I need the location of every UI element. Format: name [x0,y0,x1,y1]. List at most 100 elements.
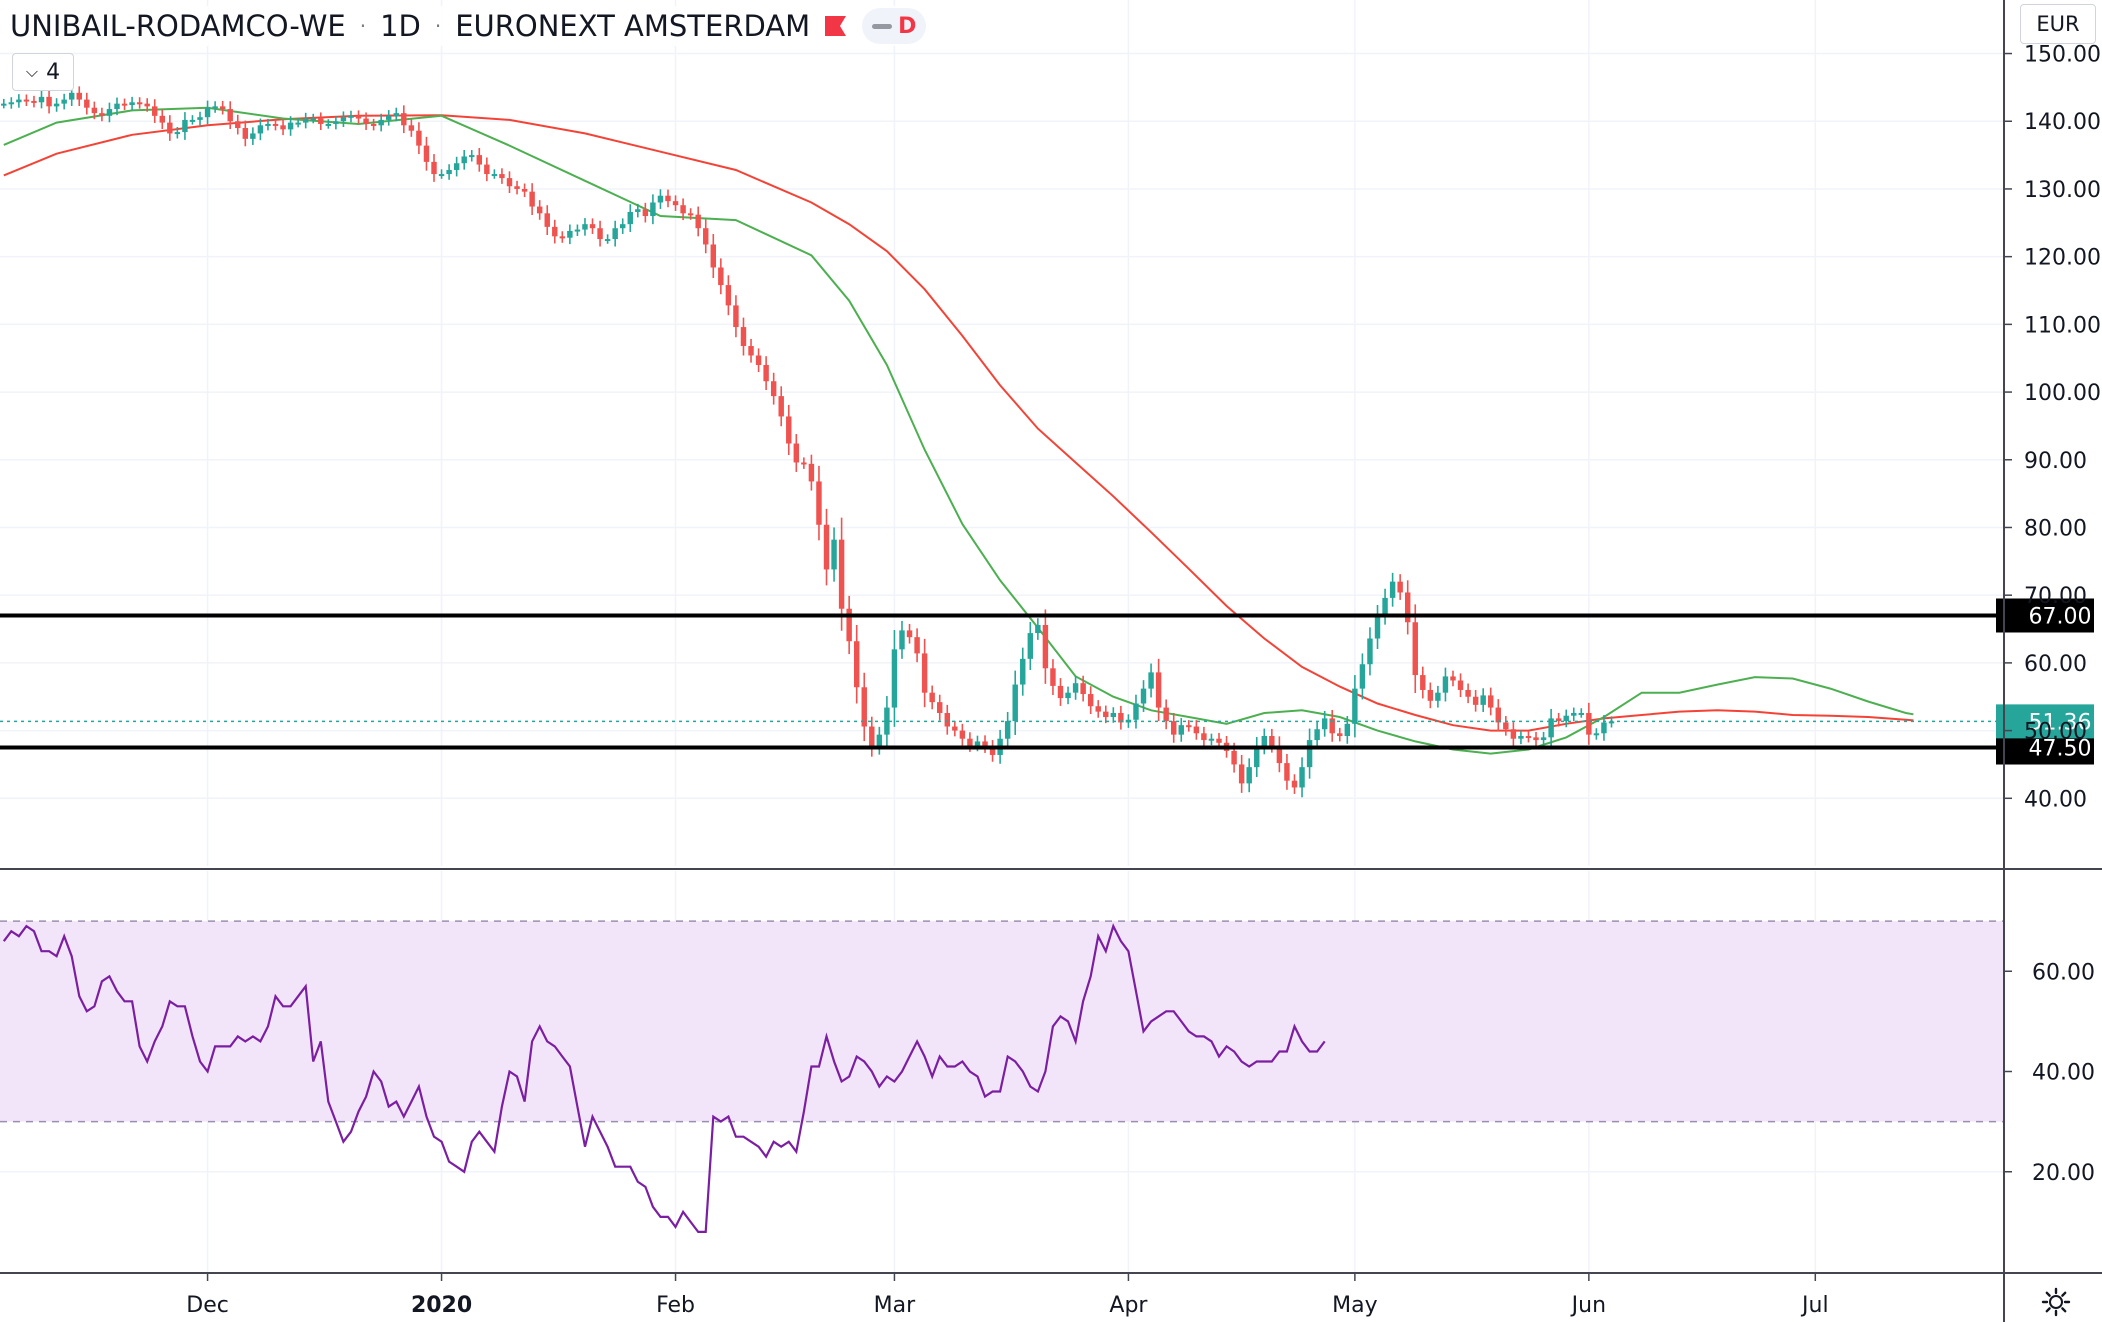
candle [287,116,294,136]
candle [484,157,490,182]
symbol-name[interactable]: UNIBAIL-RODAMCO-WE [10,9,346,43]
candle-body [1261,736,1268,747]
candle [1548,708,1554,747]
candle-body [1201,733,1207,741]
candle [204,100,211,125]
candle [884,696,890,747]
y-tick-label: 60.00 [2024,652,2087,677]
candle-body [1472,696,1479,705]
candle [680,198,686,221]
exchange-label: EURONEXT AMSTERDAM [455,9,811,43]
candle [378,113,384,132]
candle-body [921,653,928,693]
candle [1593,728,1600,740]
candle-body [378,119,384,126]
candle [1171,712,1177,743]
candle-body [1533,737,1539,741]
candle [952,720,958,737]
candle [1457,673,1464,698]
separator-dot: · [434,14,442,38]
candle [1389,572,1396,607]
candle [1586,702,1592,745]
candle [1352,675,1358,738]
currency-button[interactable]: EUR [2020,4,2096,44]
flag-icon[interactable] [824,15,848,37]
candle-body [257,125,264,134]
candle-body [725,285,732,306]
last-price-tag [1996,704,2094,739]
candle [250,127,256,145]
candle-body [1518,736,1524,739]
candle [1133,694,1139,729]
candle [91,101,98,120]
candle-body [1571,712,1577,716]
candle [1337,727,1343,742]
candle-body [582,224,588,230]
interval-label[interactable]: 1D [380,9,421,43]
candle [1042,609,1049,684]
candle-body [846,608,852,642]
candle-body [152,106,158,116]
candle-body [348,115,354,118]
candle [1238,754,1245,793]
candle-body [786,416,792,444]
candle [1186,720,1192,732]
candle-body [559,236,566,239]
candle [227,101,233,130]
candle-body [129,102,135,105]
candle-body [1397,581,1403,593]
candle [446,164,452,180]
collapse-indicators-button[interactable]: ⌵ 4 [12,53,74,91]
candle [1261,728,1268,755]
candle [687,208,694,220]
candle-body [1276,745,1283,764]
candle [1201,726,1207,747]
candle-body [1148,672,1154,689]
candle-body [891,649,898,708]
candle [121,98,128,111]
candle-body [1540,737,1547,741]
candle [333,115,339,130]
candle-body [1374,615,1381,639]
candle-body [937,702,943,713]
candle-body [1027,633,1034,659]
candle [635,203,641,218]
candle [1148,663,1154,698]
candle [31,95,37,108]
candle [861,672,867,742]
candle-body [393,113,399,116]
candle [197,111,203,126]
candle [733,295,739,338]
candle [295,117,301,128]
candle-body [1495,707,1501,723]
candle-body [1427,689,1434,701]
candle [1004,711,1011,748]
candle-body [619,224,626,229]
indicator-badge[interactable]: D [862,8,927,44]
x-tick-label: Jul [1800,1293,1829,1318]
candle [1465,683,1471,704]
candle [159,109,165,130]
candle [650,194,656,225]
gear-icon[interactable] [2041,1287,2071,1317]
candle [695,206,701,237]
candle [1299,757,1305,798]
candle [1110,707,1117,723]
candle [703,219,709,254]
candle-body [333,121,339,124]
candle-body [76,92,82,100]
candle-body [438,174,445,177]
candle [1435,685,1441,708]
candle-body [1601,722,1607,734]
candle-body [167,122,173,134]
rsi-y-tick-label: 20.00 [2032,1161,2095,1186]
candle [506,171,513,194]
candle-body [703,228,709,245]
candle-body [423,145,430,162]
last-price-label: 51.36 [2029,710,2092,735]
candle [393,107,399,122]
moving-average-layer [3,106,1914,755]
candle-body [416,130,422,146]
candle-body [1382,597,1388,616]
